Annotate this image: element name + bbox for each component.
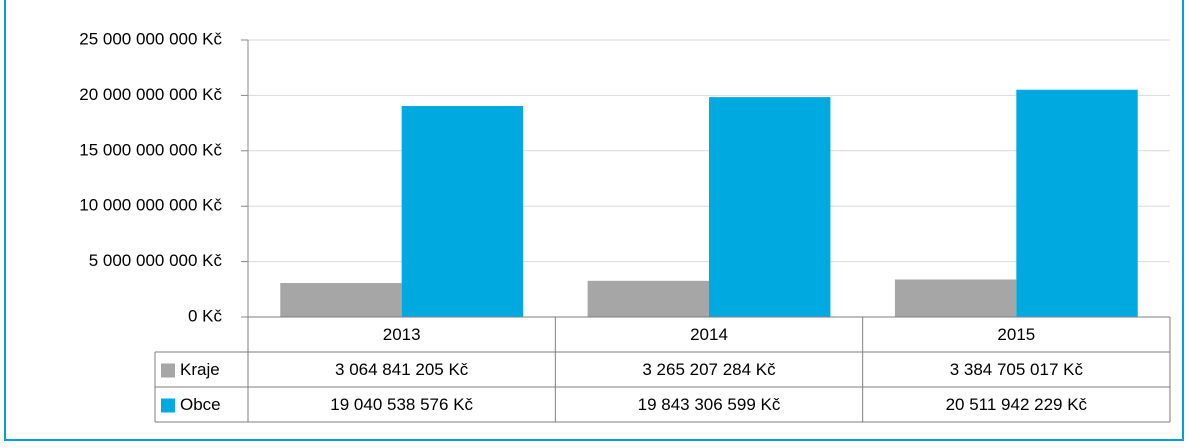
legend-swatch: [161, 363, 175, 378]
bar: [709, 97, 831, 317]
bar: [280, 283, 402, 317]
bar: [1016, 89, 1138, 317]
y-tick-label: 0 Kč: [188, 306, 223, 325]
bar: [401, 106, 524, 318]
x-tick-label: 2014: [690, 325, 728, 344]
x-tick-label: 2013: [383, 325, 421, 344]
data-label: 19 040 538 576 Kč: [330, 395, 473, 414]
x-tick-label: 2015: [997, 325, 1035, 344]
y-tick-label: 15 000 000 000 Kč: [79, 140, 222, 159]
legend-label: Kraje: [180, 360, 220, 379]
y-tick-label: 5 000 000 000 Kč: [89, 251, 223, 270]
legend-label: Obce: [180, 395, 221, 414]
data-label: 19 843 306 599 Kč: [638, 395, 781, 414]
data-label: 3 265 207 284 Kč: [642, 360, 776, 379]
data-label: 3 064 841 205 Kč: [335, 360, 469, 379]
y-tick-label: 10 000 000 000 Kč: [79, 196, 222, 215]
bar: [587, 280, 709, 317]
data-label: 3 384 705 017 Kč: [950, 360, 1084, 379]
y-tick-label: 25 000 000 000 Kč: [79, 29, 222, 48]
frame: [4, 0, 1184, 441]
legend-swatch: [161, 398, 175, 413]
y-tick-label: 20 000 000 000 Kč: [79, 85, 222, 104]
bar: [894, 279, 1017, 317]
data-label: 20 511 942 229 Kč: [946, 395, 1088, 414]
